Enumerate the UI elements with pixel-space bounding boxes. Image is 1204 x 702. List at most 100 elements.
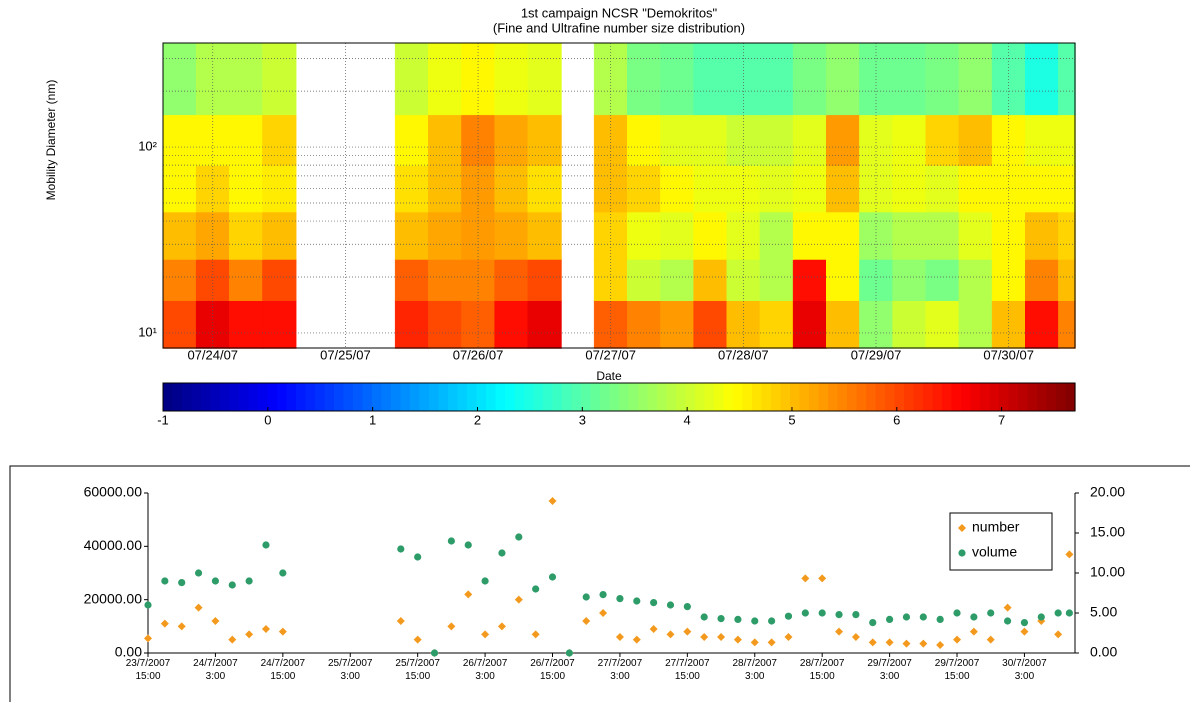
heatmap-cell — [527, 114, 562, 166]
point — [464, 590, 473, 599]
y-axis-label: Mobility Diameter (nm) — [44, 80, 58, 201]
colorbar-swatch — [942, 383, 953, 411]
point — [245, 630, 254, 639]
colorbar-swatch — [1065, 383, 1076, 411]
colorbar-swatch — [172, 383, 183, 411]
colorbar-swatch — [856, 383, 867, 411]
colorbar-swatch — [334, 383, 345, 411]
point — [481, 577, 489, 585]
heatmap-cell — [925, 299, 960, 349]
heatmap-cell — [262, 164, 297, 213]
point — [768, 617, 776, 625]
point — [1065, 550, 1074, 559]
heatmap-cell — [759, 164, 794, 213]
heatmap-cell — [792, 211, 828, 260]
colorbar-swatch — [923, 383, 934, 411]
point — [228, 635, 237, 644]
heatmap-cell — [826, 299, 861, 349]
point — [666, 601, 675, 609]
x-tick-label: 07/29/07 — [851, 347, 902, 362]
colorbar-swatch — [201, 383, 212, 411]
colorbar-swatch — [581, 383, 592, 411]
heatmap-cell — [494, 42, 529, 116]
colorbar-swatch — [752, 383, 763, 411]
y-tick-label: 10¹ — [138, 324, 157, 339]
heatmap-cell — [693, 164, 728, 213]
x-tick-label: 28/7/2007 15:00 — [799, 658, 845, 682]
heatmap-cell — [627, 258, 662, 301]
heatmap-cell — [627, 299, 662, 349]
colorbar-swatch — [400, 383, 411, 411]
x-tick-label: 29/7/2007 15:00 — [934, 658, 980, 682]
heatmap-cell — [494, 258, 529, 301]
point — [599, 609, 608, 617]
point — [177, 622, 186, 631]
point — [953, 635, 962, 644]
heatmap-cell — [262, 258, 297, 301]
point — [700, 613, 708, 621]
point — [616, 595, 624, 603]
point — [818, 609, 826, 617]
point — [397, 545, 405, 553]
point — [632, 635, 641, 644]
x-tick-label: 27/7/2007 3:00 — [597, 658, 643, 682]
colorbar-swatch — [524, 383, 535, 411]
point — [919, 639, 928, 648]
colorbar-swatch — [239, 383, 250, 411]
colorbar-swatch — [571, 383, 582, 411]
colorbar-swatch — [961, 383, 972, 411]
colorbar-swatch — [866, 383, 877, 411]
heatmap-cell — [262, 42, 297, 116]
colorbar-swatch — [875, 383, 886, 411]
point — [801, 574, 810, 583]
point — [869, 619, 877, 627]
colorbar-swatch — [980, 383, 991, 411]
point — [531, 630, 540, 639]
point — [396, 617, 405, 625]
point — [447, 537, 455, 545]
colorbar-swatch — [809, 383, 820, 411]
x-tick-label: 23/7/2007 15:00 — [125, 658, 171, 682]
heatmap-cell — [958, 42, 993, 116]
heatmap-cell — [991, 42, 1027, 116]
colorbar-swatch — [951, 383, 962, 411]
point — [717, 633, 726, 641]
heatmap-cell — [394, 211, 430, 260]
colorbar-swatch — [438, 383, 449, 411]
colorbar-swatch — [723, 383, 734, 411]
colorbar-swatch — [695, 383, 706, 411]
heatmap-cell — [759, 114, 794, 166]
colorbar-swatch — [182, 383, 193, 411]
panel-frame — [9, 465, 1190, 702]
point — [801, 609, 809, 617]
point — [1020, 619, 1029, 627]
x-tick-label: 26/7/2007 15:00 — [530, 658, 575, 682]
colorbar-swatch — [837, 383, 848, 411]
heatmap-cell — [527, 42, 562, 116]
colorbar-swatch — [324, 383, 335, 411]
heatmap-cell — [693, 258, 728, 301]
y2-tick-label: 0.00 — [1090, 644, 1117, 660]
point — [548, 497, 557, 505]
colorbar-tick-label: 5 — [788, 412, 795, 427]
heatmap-cell — [826, 114, 861, 166]
point — [464, 541, 472, 549]
y-tick-label: 10² — [138, 139, 157, 154]
colorbar-swatch — [704, 383, 715, 411]
heatmap-cell — [693, 299, 728, 349]
legend-frame — [949, 512, 1053, 571]
colorbar-tick-label: 1 — [369, 412, 376, 427]
legend-marker — [958, 549, 966, 557]
colorbar-swatch — [1037, 383, 1048, 411]
colorbar-swatch — [467, 383, 478, 411]
y-tick-label: 20000.00 — [84, 590, 143, 606]
heatmap-cell — [494, 114, 529, 166]
colorbar-swatch — [514, 383, 525, 411]
chart-subtitle: (Fine and Ultrafine number size distribu… — [493, 20, 745, 35]
point — [1054, 609, 1062, 617]
y-tick-label: 60000.00 — [84, 484, 143, 500]
x-tick-label: 27/7/2007 15:00 — [665, 658, 710, 682]
heatmap-cell — [229, 299, 264, 349]
heatmap-cell — [229, 114, 264, 166]
heatmap-cell — [1058, 299, 1076, 349]
